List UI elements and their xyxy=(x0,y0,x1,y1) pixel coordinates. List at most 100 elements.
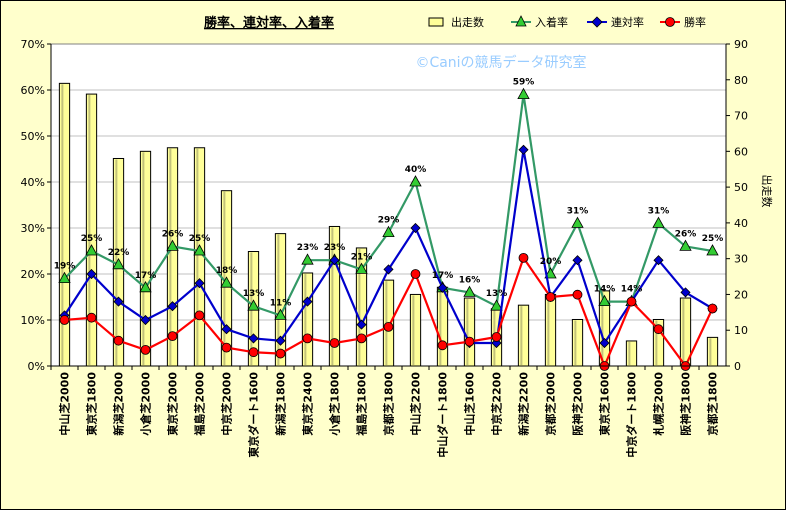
point-marker xyxy=(194,310,205,321)
x-tick-label: 小倉芝1800 xyxy=(328,372,342,437)
point-marker xyxy=(598,294,611,307)
bar-shade xyxy=(574,320,577,365)
x-tick-label: 中京ダート1800 xyxy=(625,372,639,458)
x-axis: 中山芝2000 東京芝1800 新潟芝2000 小倉芝2000 東京芝2000 福島芝20… xyxy=(50,365,726,458)
x-tick-label: 阪神芝1800 xyxy=(679,372,693,436)
data-label: 31% xyxy=(567,206,589,216)
point-marker xyxy=(86,312,97,323)
point-marker xyxy=(464,336,475,347)
point-marker xyxy=(59,315,70,325)
point-marker xyxy=(302,333,313,344)
y2-tick-label: 10 xyxy=(734,324,748,337)
data-label: 14% xyxy=(594,285,616,295)
y-tick-label: 10% xyxy=(21,314,45,327)
data-label: 29% xyxy=(378,216,400,226)
point-marker xyxy=(274,308,287,320)
bar xyxy=(139,150,152,367)
data-label: 18% xyxy=(216,266,238,276)
data-label: 21% xyxy=(351,252,373,262)
x-tick-label: 新潟芝2000 xyxy=(112,372,126,436)
chart-title: 勝率、連対率、入着率 xyxy=(204,15,334,31)
point-marker xyxy=(139,280,152,293)
bar xyxy=(301,272,314,367)
point-marker xyxy=(518,252,529,263)
y-axis-right: 0 10 20 30 40 50 60 70 80 90 xyxy=(725,38,748,373)
point-marker xyxy=(112,257,125,270)
y2-tick-label: 70 xyxy=(734,110,748,123)
bar-shade xyxy=(142,152,145,365)
point-marker xyxy=(544,267,557,279)
point-marker xyxy=(382,225,395,238)
point-marker xyxy=(248,347,259,358)
y2-tick-label: 20 xyxy=(734,288,748,301)
point-marker xyxy=(383,264,394,275)
x-tick-label: 札幌芝2000 xyxy=(652,372,666,437)
x-tick-label: 中京芝2000 xyxy=(220,372,234,436)
x-tick-label: 中京芝2200 xyxy=(490,372,504,436)
point-marker xyxy=(437,282,448,293)
point-marker xyxy=(140,344,151,355)
bar-shade xyxy=(196,148,199,365)
x-tick-label: 東京芝1600 xyxy=(598,372,612,436)
point-marker xyxy=(167,331,178,342)
x-tick-label: 東京芝2000 xyxy=(166,372,180,436)
point-marker xyxy=(248,333,259,344)
bar-shade xyxy=(277,234,280,365)
x-tick-label: 新潟芝1800 xyxy=(274,372,288,436)
point-marker xyxy=(329,255,340,266)
legend-label: 勝率 xyxy=(684,15,706,29)
point-marker xyxy=(166,239,179,251)
point-marker xyxy=(329,338,340,348)
bar xyxy=(544,293,557,367)
legend-marker xyxy=(665,17,675,27)
data-label: 23% xyxy=(324,243,346,253)
data-label: 19% xyxy=(54,262,76,272)
point-marker xyxy=(626,296,637,307)
data-label: 16% xyxy=(459,275,481,285)
x-tick-label: 東京芝1800 xyxy=(85,372,99,436)
y2-tick-label: 40 xyxy=(734,217,748,230)
bar-shade xyxy=(439,288,442,365)
x-tick-label: 小倉芝2000 xyxy=(139,372,153,437)
data-label: 25% xyxy=(702,234,724,244)
point-marker xyxy=(410,269,421,279)
bar-shade xyxy=(601,291,604,365)
gridlines xyxy=(51,89,726,321)
point-marker xyxy=(572,255,583,266)
data-label: 23% xyxy=(297,243,319,253)
bar-shade xyxy=(331,227,334,365)
y2-tick-label: 50 xyxy=(734,181,748,194)
y2-tick-label: 0 xyxy=(734,360,741,373)
point-marker xyxy=(652,216,665,228)
point-marker xyxy=(653,324,664,335)
point-marker xyxy=(302,296,313,307)
data-label: 13% xyxy=(486,289,508,299)
bar-shade xyxy=(547,295,550,365)
point-marker xyxy=(220,276,233,288)
point-marker xyxy=(356,319,367,330)
x-tick-label: 中山芝1600 xyxy=(463,372,477,436)
legend-marker xyxy=(591,16,603,28)
watermark: ©Caniの競馬データ研究室 xyxy=(415,54,586,71)
bar-shade xyxy=(682,299,685,365)
point-marker xyxy=(356,333,367,344)
legend: 出走数 入着率 連対率 勝率 xyxy=(428,15,706,29)
bar xyxy=(436,286,449,367)
data-label: 26% xyxy=(162,229,184,239)
bar-shade xyxy=(88,95,91,365)
bar xyxy=(85,93,98,367)
point-marker xyxy=(86,268,97,280)
legend-label: 入着率 xyxy=(535,15,568,29)
point-marker xyxy=(193,244,206,256)
y2-tick-label: 80 xyxy=(734,74,748,87)
point-marker xyxy=(85,244,98,256)
data-label: 25% xyxy=(189,234,211,244)
bar-shade xyxy=(169,148,172,365)
x-tick-label: 京都芝2000 xyxy=(544,372,558,436)
point-marker xyxy=(275,335,286,346)
bar xyxy=(625,340,638,367)
data-label: 13% xyxy=(243,289,265,299)
x-tick-label: 阪神芝2000 xyxy=(571,372,585,436)
point-marker xyxy=(491,332,502,342)
bar-shade xyxy=(412,295,415,365)
